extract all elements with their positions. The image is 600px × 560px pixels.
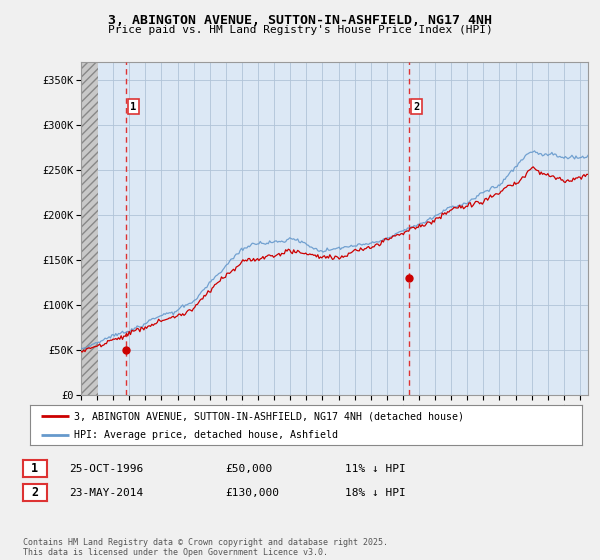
Text: HPI: Average price, detached house, Ashfield: HPI: Average price, detached house, Ashf… xyxy=(74,430,338,440)
Text: 11% ↓ HPI: 11% ↓ HPI xyxy=(345,464,406,474)
Text: Price paid vs. HM Land Registry's House Price Index (HPI): Price paid vs. HM Land Registry's House … xyxy=(107,25,493,35)
Text: 1: 1 xyxy=(31,462,38,475)
Text: 3, ABINGTON AVENUE, SUTTON-IN-ASHFIELD, NG17 4NH (detached house): 3, ABINGTON AVENUE, SUTTON-IN-ASHFIELD, … xyxy=(74,411,464,421)
Text: 25-OCT-1996: 25-OCT-1996 xyxy=(69,464,143,474)
Text: £50,000: £50,000 xyxy=(225,464,272,474)
Text: 23-MAY-2014: 23-MAY-2014 xyxy=(69,488,143,498)
Text: 3, ABINGTON AVENUE, SUTTON-IN-ASHFIELD, NG17 4NH: 3, ABINGTON AVENUE, SUTTON-IN-ASHFIELD, … xyxy=(108,14,492,27)
Text: 2: 2 xyxy=(413,101,419,111)
Text: 2: 2 xyxy=(31,486,38,500)
Text: 18% ↓ HPI: 18% ↓ HPI xyxy=(345,488,406,498)
Text: Contains HM Land Registry data © Crown copyright and database right 2025.
This d: Contains HM Land Registry data © Crown c… xyxy=(23,538,388,557)
Bar xyxy=(81,62,98,395)
Text: £130,000: £130,000 xyxy=(225,488,279,498)
Text: 1: 1 xyxy=(130,101,137,111)
